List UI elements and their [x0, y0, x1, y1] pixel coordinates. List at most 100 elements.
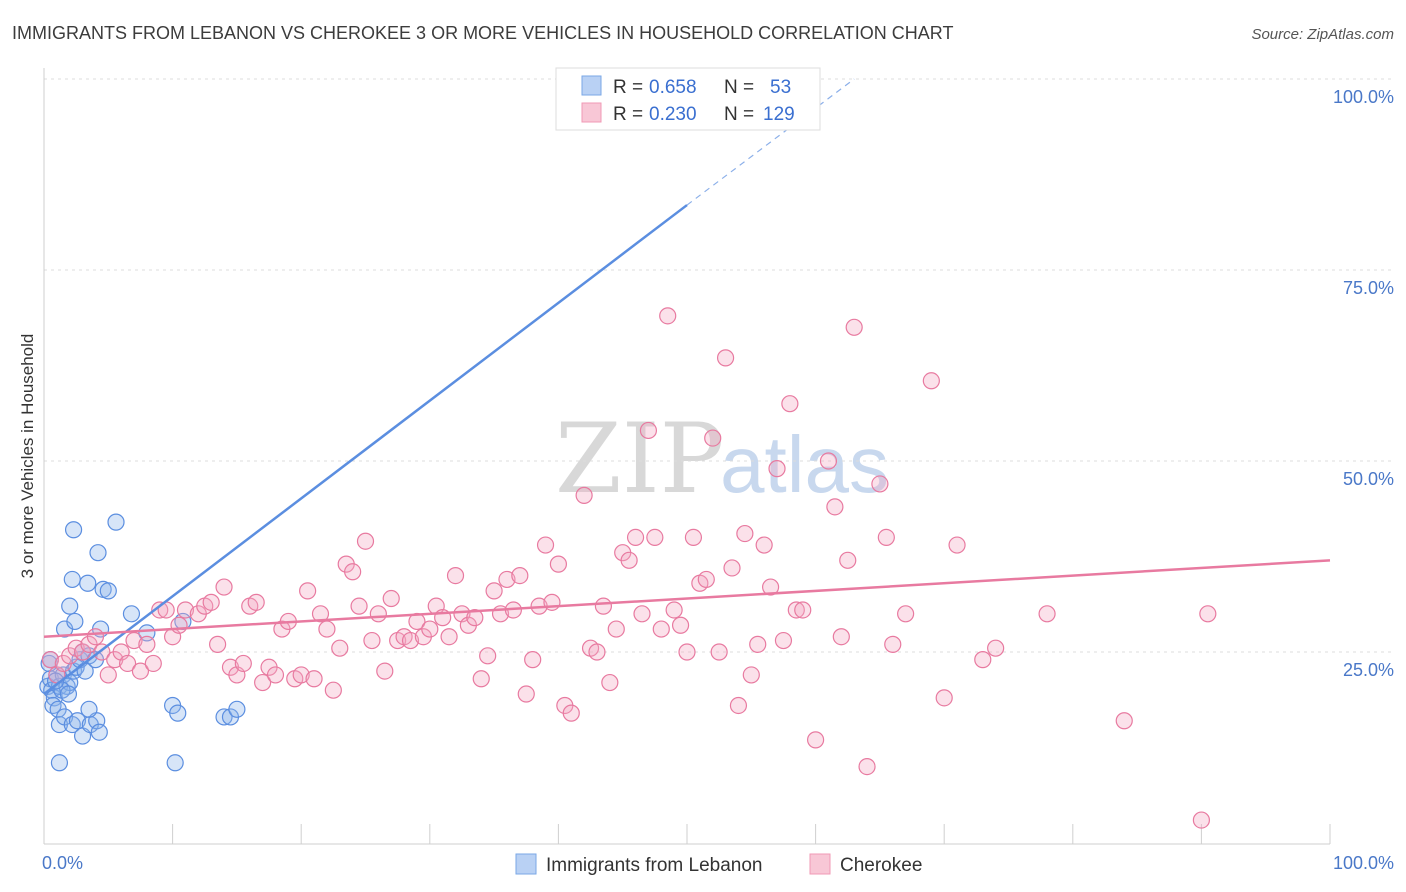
legend-n-label-lebanon: N = [724, 77, 754, 98]
cherokee-point-95 [665, 601, 683, 619]
cherokee-point-51 [376, 662, 394, 680]
cherokee-point-109 [755, 536, 773, 554]
cherokee-point-0 [41, 651, 60, 669]
cherokee-point-100 [697, 570, 715, 589]
cherokee-point-107 [742, 666, 760, 684]
x-tick-label-right: 100.0% [1333, 853, 1394, 873]
cherokee-point-25 [209, 635, 227, 653]
cherokee-point-122 [858, 757, 876, 776]
cherokee-point-43 [324, 681, 342, 699]
cherokee-point-32 [254, 673, 272, 692]
chart-title: IMMIGRANTS FROM LEBANON VS CHEROKEE 3 OR… [12, 23, 953, 43]
cherokee-point-132 [1038, 605, 1056, 623]
chart-source: Source: ZipAtlas.com [1251, 26, 1394, 43]
y-axis-label: 3 or more Vehicles in Household [18, 334, 37, 579]
cherokee-point-47 [350, 597, 368, 615]
trend-lines [43, 78, 1331, 696]
cherokee-point-7 [86, 628, 105, 646]
cherokee-point-111 [768, 460, 786, 478]
legend-r-value-lebanon: 0.658 [649, 77, 697, 98]
cherokee-point-81 [575, 486, 593, 504]
lebanon-point-44 [166, 754, 184, 772]
y-tick-label-50: 50.0% [1343, 469, 1394, 489]
bottom-legend-swatch-cherokee [809, 853, 831, 875]
cherokee-point-41 [311, 605, 330, 623]
lebanon-trend-line [43, 204, 688, 696]
cherokee-point-44 [331, 639, 349, 657]
cherokee-point-21 [176, 601, 195, 619]
cherokee-point-14 [131, 662, 150, 680]
cherokee-point-80 [562, 704, 580, 722]
cherokee-point-133 [1115, 712, 1133, 730]
cherokee-point-40 [305, 670, 323, 688]
axes [43, 68, 1331, 845]
watermark-zip: ZIP [555, 403, 724, 515]
gridlines [44, 78, 1394, 653]
legend-swatch-lebanon [581, 75, 602, 96]
cherokee-point-86 [607, 620, 625, 638]
legend-n-value-lebanon: 53 [770, 77, 791, 98]
cherokee-point-58 [421, 620, 439, 638]
cherokee-point-117 [819, 452, 838, 470]
cherokee-point-130 [974, 651, 992, 669]
cherokee-point-92 [646, 528, 664, 547]
cherokee-point-46 [344, 563, 362, 581]
cherokee-point-105 [729, 696, 748, 715]
cherokee-point-104 [723, 559, 741, 577]
cherokee-point-16 [144, 654, 162, 673]
cherokee-point-62 [446, 566, 465, 585]
cherokee-point-70 [498, 570, 516, 589]
cherokee-point-48 [356, 532, 375, 550]
cherokee-point-49 [363, 631, 381, 650]
lebanon-point-20 [66, 612, 84, 631]
cherokee-point-29 [234, 654, 252, 673]
lebanon-point-22 [79, 574, 97, 592]
cherokee-point-128 [935, 689, 953, 707]
cherokee-point-76 [536, 536, 555, 554]
y-tick-label-25: 25.0% [1343, 660, 1394, 680]
watermark: ZIP atlas [555, 403, 889, 515]
legend-n-label-cherokee: N = [724, 104, 754, 125]
cherokee-point-110 [761, 578, 780, 596]
cherokee-point-114 [787, 601, 805, 619]
cherokee-point-68 [485, 582, 503, 600]
cherokee-point-134 [1192, 811, 1211, 829]
cherokee-point-20 [170, 616, 188, 634]
cherokee-point-65 [466, 609, 484, 627]
cherokee-point-52 [382, 589, 400, 608]
cherokee-point-98 [684, 528, 703, 547]
legend-r-label-cherokee: R = [613, 104, 643, 125]
cherokee-point-118 [826, 498, 844, 516]
legend-r-label-lebanon: R = [613, 77, 643, 98]
lebanon-point-43 [228, 700, 246, 718]
cherokee-point-73 [517, 685, 535, 703]
bottom-legend-label-lebanon: Immigrants from Lebanon [546, 855, 763, 876]
bottom-legend-swatch-lebanon [515, 853, 537, 875]
scatter-points [39, 307, 1217, 829]
cherokee-point-17 [151, 601, 169, 619]
cherokee-point-115 [794, 601, 812, 619]
cherokee-point-121 [845, 318, 863, 336]
cherokee-point-123 [871, 475, 889, 493]
cherokee-point-103 [716, 349, 735, 367]
cherokee-point-24 [202, 593, 220, 611]
lebanon-point-40 [169, 704, 187, 722]
legend-swatch-cherokee [581, 102, 602, 123]
cherokee-point-112 [774, 631, 793, 650]
lebanon-point-21 [63, 570, 81, 589]
cherokee-point-84 [594, 597, 613, 615]
cherokee-point-94 [659, 307, 677, 325]
lebanon-point-24 [99, 582, 117, 600]
lebanon-point-26 [89, 544, 107, 562]
cherokee-point-74 [524, 651, 542, 669]
cherokee-point-127 [922, 372, 940, 390]
lebanon-point-48 [46, 672, 65, 690]
cherokee-point-119 [832, 628, 850, 646]
lebanon-point-19 [61, 597, 79, 615]
lebanon-point-27 [64, 521, 83, 539]
bottom-legend: Immigrants from Lebanon Cherokee [515, 853, 922, 876]
cherokee-point-91 [639, 421, 658, 440]
cherokee-point-120 [839, 551, 857, 569]
cherokee-point-12 [118, 654, 137, 673]
